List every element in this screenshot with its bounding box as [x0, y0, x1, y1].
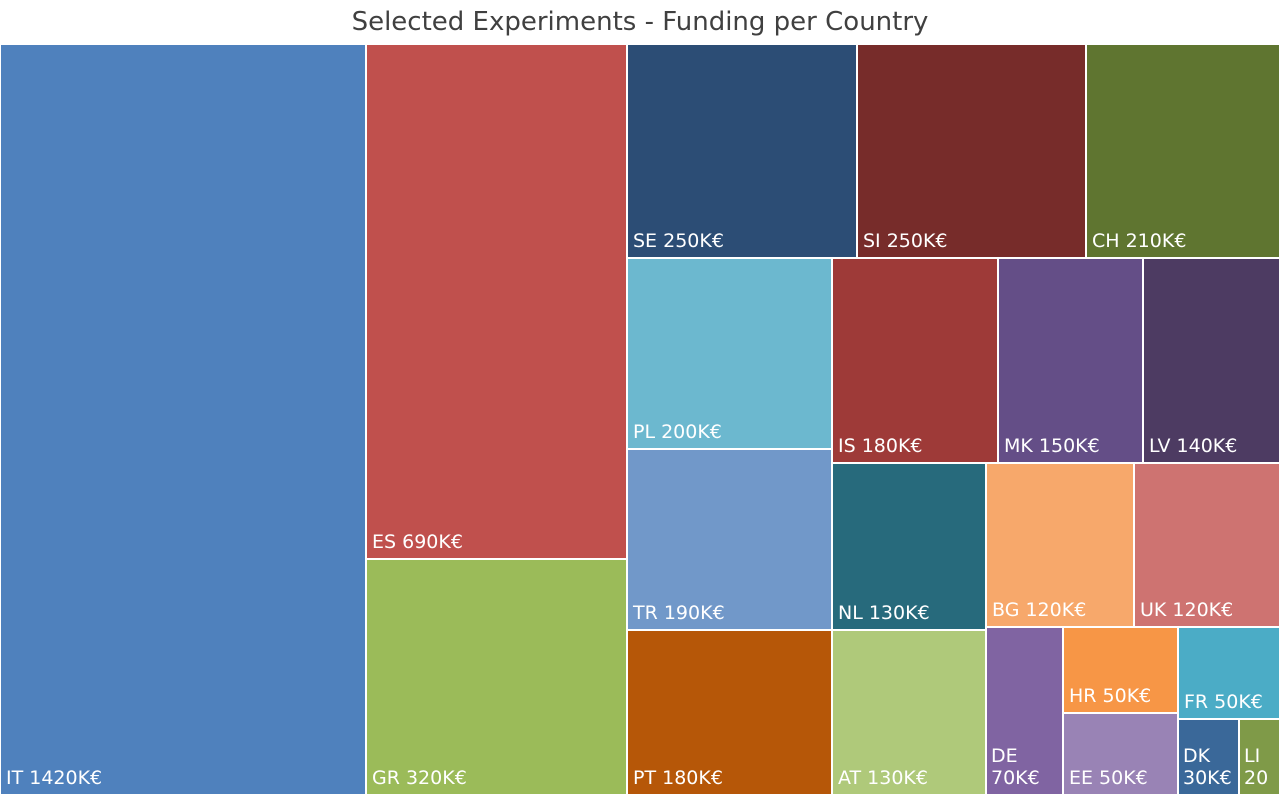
treemap-tile-li: LI 20: [1239, 719, 1280, 795]
treemap-tile-label: IT 1420K€: [6, 767, 103, 790]
treemap-tile-label: IS 180K€: [838, 435, 923, 458]
treemap-tile-hr: HR 50K€: [1063, 627, 1178, 713]
treemap-tile-gr: GR 320K€: [366, 559, 627, 795]
treemap-tile-pl: PL 200K€: [627, 258, 832, 449]
chart-title: Selected Experiments - Funding per Count…: [351, 7, 929, 37]
treemap-tile-es: ES 690K€: [366, 44, 627, 559]
treemap-tile-label: EE 50K€: [1069, 767, 1148, 790]
treemap-tile-it: IT 1420K€: [0, 44, 366, 795]
treemap-tile-label: SE 250K€: [633, 230, 724, 253]
treemap-tile-label: CH 210K€: [1092, 230, 1187, 253]
treemap-tile-label: FR 50K€: [1184, 691, 1263, 714]
treemap-tile-mk: MK 150K€: [998, 258, 1143, 463]
treemap-tile-se: SE 250K€: [627, 44, 857, 258]
treemap-tile-label: AT 130K€: [838, 767, 928, 790]
treemap-tile-label: TR 190K€: [633, 602, 725, 625]
treemap-tile-label: LV 140K€: [1149, 435, 1238, 458]
treemap-tile-fr: FR 50K€: [1178, 627, 1280, 719]
treemap-tile-label: PT 180K€: [633, 767, 723, 790]
treemap-tile-dk: DK 30K€: [1178, 719, 1239, 795]
treemap-tile-ch: CH 210K€: [1086, 44, 1280, 258]
treemap-tile-de: DE 70K€: [986, 627, 1063, 795]
treemap-tile-label: GR 320K€: [372, 767, 467, 790]
treemap-tile-label: BG 120K€: [992, 599, 1087, 622]
treemap-tile-label: DE 70K€: [991, 745, 1040, 790]
treemap-tile-label: PL 200K€: [633, 421, 722, 444]
treemap-tile-label: DK 30K€: [1183, 745, 1232, 790]
treemap-tile-lv: LV 140K€: [1143, 258, 1280, 463]
treemap-tile-label: NL 130K€: [838, 602, 930, 625]
treemap-tile-label: HR 50K€: [1069, 685, 1152, 708]
treemap-tile-label: UK 120K€: [1140, 599, 1234, 622]
treemap-tile-label: LI 20: [1244, 745, 1269, 790]
treemap-tile-bg: BG 120K€: [986, 463, 1134, 627]
treemap-tile-label: MK 150K€: [1004, 435, 1100, 458]
treemap: IT 1420K€ ES 690K€ GR 320K€ SE 250K€ SI 250K…: [0, 44, 1280, 795]
treemap-tile-uk: UK 120K€: [1134, 463, 1280, 627]
treemap-tile-label: ES 690K€: [372, 531, 463, 554]
treemap-tile-is: IS 180K€: [832, 258, 998, 463]
treemap-tile-tr: TR 190K€: [627, 449, 832, 630]
treemap-tile-at: AT 130K€: [832, 630, 986, 795]
treemap-tile-nl: NL 130K€: [832, 463, 986, 630]
treemap-tile-pt: PT 180K€: [627, 630, 832, 795]
treemap-tile-ee: EE 50K€: [1063, 713, 1178, 795]
treemap-tile-si: SI 250K€: [857, 44, 1086, 258]
treemap-tile-label: SI 250K€: [863, 230, 948, 253]
